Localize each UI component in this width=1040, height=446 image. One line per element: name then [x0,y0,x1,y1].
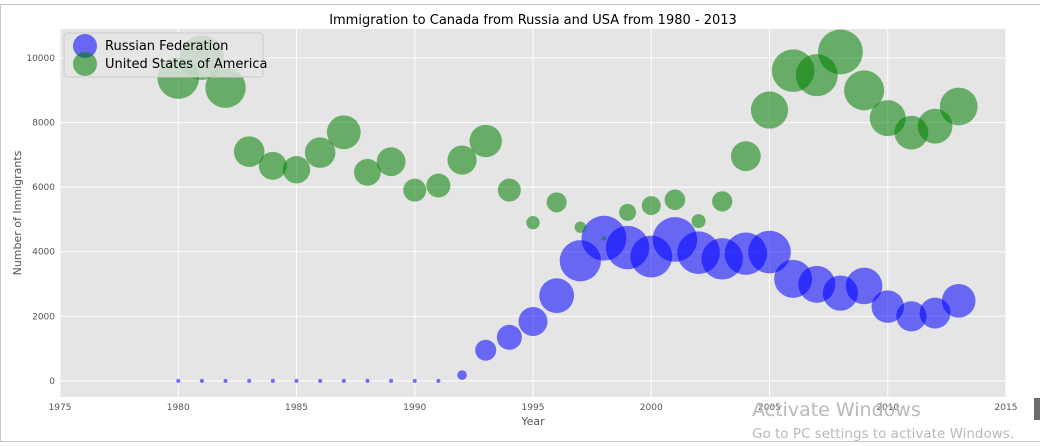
y-tick-label: 2000 [32,312,55,322]
russia-bubble [294,378,299,383]
usa-bubble [712,191,733,212]
russia-bubble [199,378,204,383]
russia-bubble [365,378,370,383]
legend-label-russia: Russian Federation [105,39,228,54]
x-tick-label: 2005 [758,403,781,413]
russia-bubble [412,378,417,383]
usa-bubble [574,221,586,233]
usa-bubble [526,215,540,230]
x-tick-label: 2000 [640,403,663,413]
usa-bubble [354,158,381,186]
x-tick-label: 1975 [49,403,72,413]
y-axis-label: Number of Immigrants [11,150,24,275]
russia-bubble [318,378,323,383]
y-tick-label: 6000 [32,183,55,193]
russia-bubble [341,378,346,383]
x-axis-label: Year [520,415,545,428]
usa-bubble [447,145,477,175]
russia-bubble [247,378,252,383]
x-tick-label: 1995 [522,403,545,413]
usa-bubble [282,156,311,184]
usa-bubble [326,115,361,150]
russia-bubble [176,378,181,383]
russia-bubble [941,284,976,318]
usa-bubble [691,214,706,229]
y-tick-label: 4000 [32,248,55,258]
usa-bubble [939,87,978,126]
usa-bubble [750,91,789,129]
usa-bubble [304,137,336,168]
russia-bubble [496,324,522,350]
usa-bubble [497,178,521,202]
russia-bubble [518,306,548,336]
x-tick-label: 2010 [876,403,899,413]
x-axis-ticks: 1975 1980 1985 1990 1995 2000 2005 2010 2015 [49,403,1018,413]
watermark-subtitle: Go to PC settings to activate Windows. [752,426,1015,442]
legend-marker-russia [73,34,97,58]
watermark-title: Activate Windows [752,399,921,421]
usa-bubble [403,178,427,202]
usa-bubble [469,124,502,158]
usa-bubble [664,189,686,211]
x-tick-label: 1985 [285,403,308,413]
legend: Russian Federation United States of Amer… [63,32,267,78]
russia-bubble [457,370,467,380]
legend-label-usa: United States of America [105,57,267,72]
usa-bubble [730,141,761,172]
y-tick-label: 0 [49,377,55,387]
window-frame-left [0,4,1,442]
usa-bubble [233,136,265,167]
russia-bubble [475,339,497,361]
usa-bubble [546,192,567,213]
russia-bubble [389,378,394,383]
usa-bubble [376,147,406,177]
usa-bubble [601,236,606,241]
russia-bubble [748,230,791,274]
usa-bubble [205,67,246,108]
usa-bubble [818,29,863,75]
usa-bubble [258,151,287,180]
russia-bubble [436,378,441,383]
y-tick-label: 8000 [32,119,55,129]
scrollbar-thumb[interactable] [1034,398,1040,420]
russia-bubble [845,267,883,305]
x-tick-label: 1990 [403,403,426,413]
russia-bubble [539,278,575,314]
x-tick-label: 2015 [995,403,1018,413]
usa-bubble [844,70,885,111]
window-frame-top [0,4,1040,5]
y-tick-label: 10000 [26,54,55,64]
russia-bubble [896,301,927,332]
russia-bubble [871,290,904,323]
russia-bubble [270,378,275,383]
usa-bubble [641,196,661,216]
series-russian-federation [176,215,976,383]
legend-marker-usa [73,52,97,76]
y-axis-ticks: 0 2000 4000 6000 8000 10000 [26,54,55,387]
legend-box [63,32,264,78]
usa-bubble [426,173,451,198]
usa-bubble [619,203,637,221]
chart-title: Immigration to Canada from Russia and US… [329,13,737,28]
window-frame-bottom [0,441,1040,442]
russia-bubble [223,378,228,383]
x-tick-label: 1980 [167,403,190,413]
